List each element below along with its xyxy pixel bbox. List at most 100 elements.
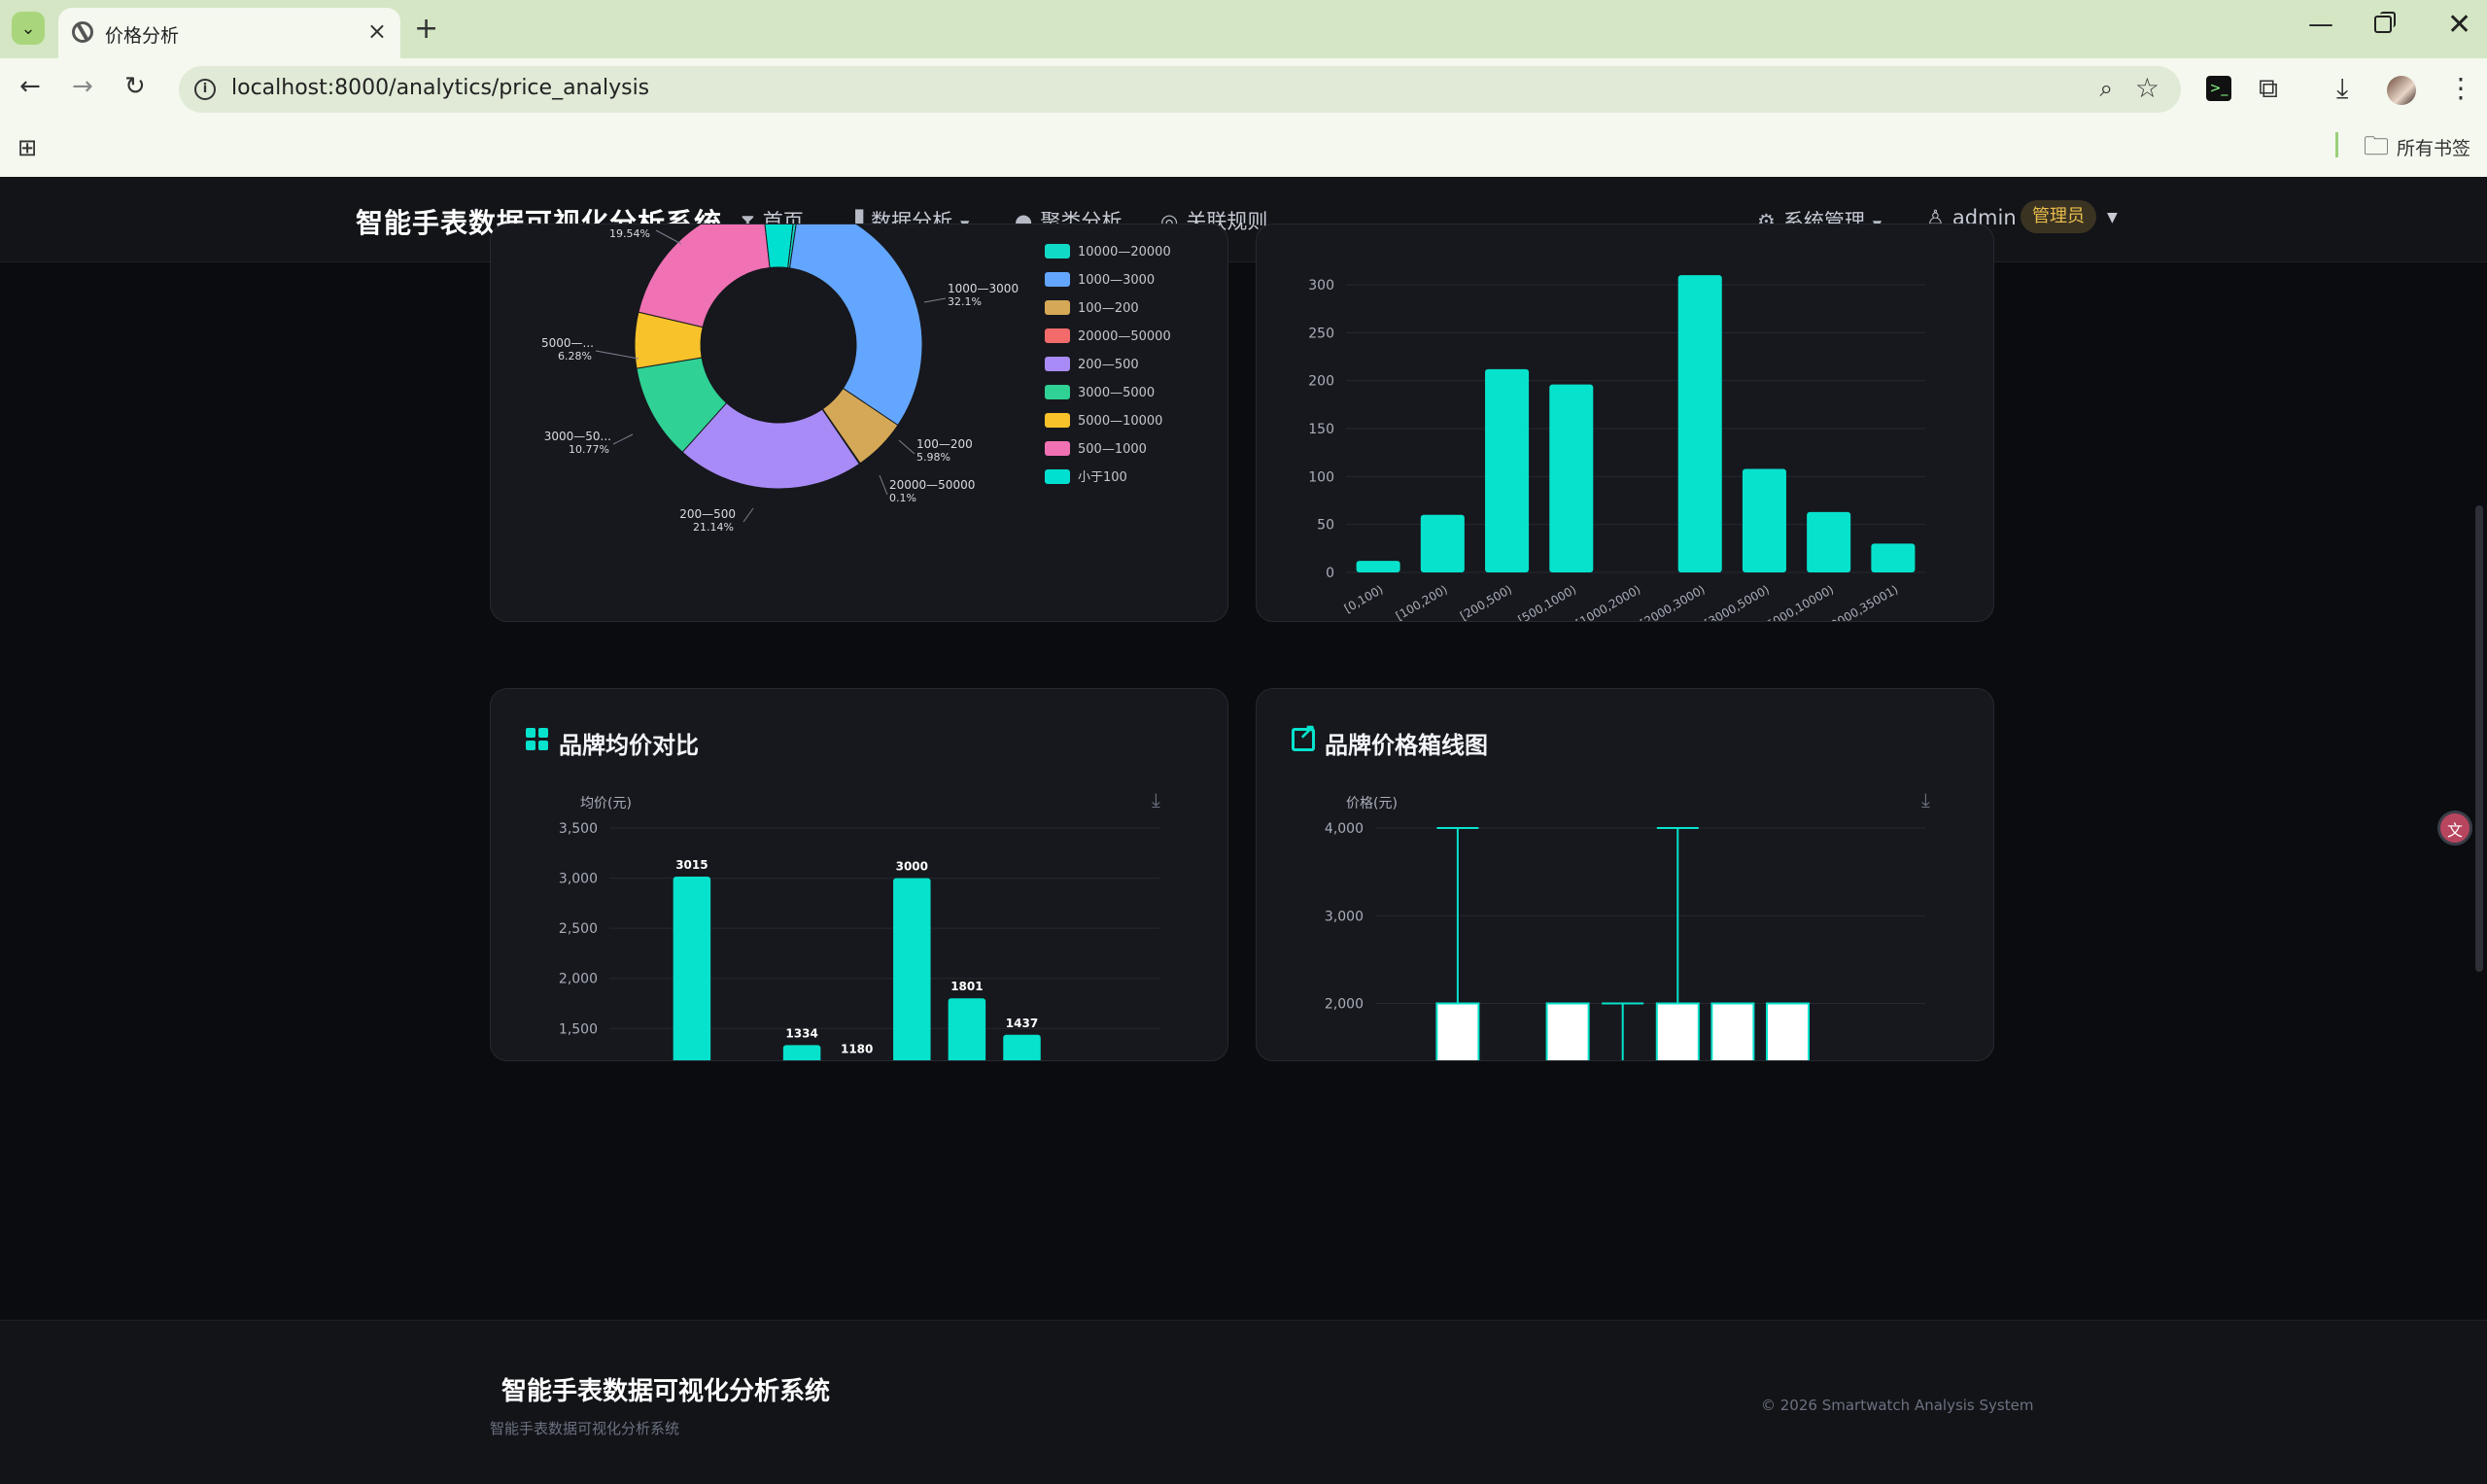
card-title: 品牌价格箱线图 [1325,732,1488,759]
browser-menu-icon[interactable]: ⋮ [2447,72,2474,104]
card-title: 品牌均价对比 [559,732,699,759]
bar-value-label: 1437 [1006,1017,1038,1030]
browser-tabstrip: ⌄ 价格分析 × + — ✕ [0,0,2487,58]
browser-tab-active[interactable]: 价格分析 × [58,8,400,58]
pie-label-value: 6.28% [558,350,592,362]
url-text[interactable]: localhost:8000/analytics/price_analysis [231,76,650,100]
new-tab-button[interactable]: + [414,12,439,46]
app-navbar: 智能手表数据可视化分析系统 ⧗首页 ▐数据分析▼ ●聚类分析 ◎关联规则 ⚙系统… [0,177,2487,262]
bar-value-label: 3000 [896,860,928,874]
box-iqr [1710,1002,1755,1060]
x-tick-label: [0,100) [1342,582,1386,615]
pie-label-name: 200—500 [679,507,736,521]
x-tick-label: [5000,10000) [1760,582,1836,622]
legend-swatch [1045,244,1070,259]
pie-slice [638,224,771,328]
back-button[interactable]: ← [19,72,41,101]
histogram-bar [1485,368,1530,572]
reload-button[interactable]: ↻ [124,72,146,101]
minimize-button[interactable]: — [2308,10,2333,39]
download-icon[interactable]: ⤓ [1152,788,1160,811]
brand-avg-bar [893,878,931,1060]
brand-avg-bar [782,1045,821,1060]
y-tick-label: 250 [1308,326,1334,341]
y-tick-label: 1,500 [559,1021,598,1037]
globe-icon [72,21,93,43]
pie-leader-line [898,439,915,455]
y-tick-label: 3,000 [1325,909,1364,924]
box-iqr [1765,1002,1811,1060]
legend-label: 1000—3000 [1078,273,1155,288]
price-distribution-card: 0 50 100 150 200 250 300 [0,100) [100,200) [200,5… [1256,224,1994,622]
apps-grid-icon[interactable]: ⊞ [17,134,38,161]
extensions-puzzle-icon[interactable]: ⧉ [2259,72,2278,104]
y-axis-title: 均价(元) [580,796,632,811]
nav-association[interactable]: ◎ 关联规则 [1160,206,1267,235]
legend-label: 3000—5000 [1078,386,1155,400]
price-distribution-bar-chart: 0 50 100 150 200 250 300 [0,100) [100,200) [200,5… [1308,275,1925,622]
address-bar[interactable]: i localhost:8000/analytics/price_analysi… [179,66,2181,113]
pie-leader-line [923,297,947,303]
x-tick-label: [100,200) [1394,582,1450,622]
brand-average-price-card: 品牌均价对比 ⤓ 均价(元)05001,0001,5002,0002,5003,… [490,688,1228,1061]
download-icon[interactable]: ⤓ [1921,788,1930,811]
bar-value-label: 1334 [785,1026,817,1040]
pie-leader-line [655,229,682,245]
pie-leader-line [743,507,754,523]
price-range-donut-chart: 1000—300032.1%100—2005.98%20000—500000.1… [541,224,1171,534]
bar-value-label: 1801 [950,980,983,993]
legend-swatch [1045,469,1070,484]
price-range-pie-card: 1000—3000 32.1% 100—200 5.98% 20000—50000 0.1… [490,224,1228,622]
folder-icon[interactable]: 🗀 [2364,132,2390,161]
histogram-bar [1549,384,1594,572]
pie-leader-line [879,474,888,496]
pie-label-name: 5000—... [541,336,594,350]
pie-label-value: 10.77% [569,443,609,456]
brand-avg-bar [838,1060,875,1061]
tab-search-button[interactable]: ⌄ [12,12,45,45]
all-bookmarks-link[interactable]: 所有书签 [2397,138,2471,159]
legend-swatch [1045,328,1070,343]
chevron-down-icon[interactable]: ▼ [2107,210,2118,225]
browser-toolbar: ← → ↻ i localhost:8000/analytics/price_a… [0,58,2487,121]
brand-boxplot-card: 品牌价格箱线图 ⤓ 价格(元)01,0002,0003,0004,000360a… [1256,688,1994,1061]
forward-button[interactable]: → [72,72,93,101]
legend-swatch [1045,272,1070,287]
site-info-icon[interactable]: i [194,79,216,100]
bookmark-star-icon[interactable]: ☆ [2134,72,2159,104]
y-tick-label: 3,000 [559,872,598,887]
role-badge: 管理员 [2021,200,2096,233]
download-icon[interactable]: ⤓ [2336,72,2349,104]
y-tick-label: 2,000 [559,972,598,987]
histogram-bar [1420,514,1465,572]
legend-label: 500—1000 [1078,442,1147,457]
terminal-extension-icon[interactable]: >_ [2206,76,2231,101]
y-tick-label: 2,000 [1325,997,1364,1013]
external-link-icon [1292,721,1316,751]
brand-avg-bar [1003,1034,1041,1060]
y-tick-label: 200 [1308,374,1334,390]
histogram-bar [1871,543,1916,572]
brand-average-bar-chart: 均价(元)05001,0001,5002,0002,5003,0003,5004… [559,796,1159,1061]
footer-title: 智能手表数据可视化分析系统 [501,1377,831,1406]
legend-swatch [1045,385,1070,399]
profile-avatar[interactable] [2387,76,2416,105]
footer-copyright: © 2026 Smartwatch Analysis System [1761,1397,2034,1414]
page-scrollbar[interactable] [2475,505,2483,972]
pie-label-name: 100—200 [916,437,973,451]
zoom-icon[interactable]: ⌕ [2099,75,2113,102]
brand-avg-bar [673,877,711,1060]
y-tick-label: 0 [1326,566,1334,581]
x-tick-label: [500,1000) [1516,582,1579,622]
bookmarks-bar: ⊞ 🗀 所有书签 [0,121,2487,177]
y-axis-title: 价格(元) [1346,796,1398,811]
restore-button[interactable] [2374,12,2396,33]
window-close-button[interactable]: ✕ [2447,8,2472,42]
bar-value-label: 3015 [675,858,708,872]
y-tick-label: 300 [1308,278,1334,293]
y-tick-label: 50 [1317,518,1334,534]
close-tab-icon[interactable]: × [366,17,387,45]
pie-label-name: 500—1000 [589,224,652,227]
pie-label-value: 5.98% [916,451,950,464]
translate-icon[interactable]: 文 [2437,811,2472,846]
